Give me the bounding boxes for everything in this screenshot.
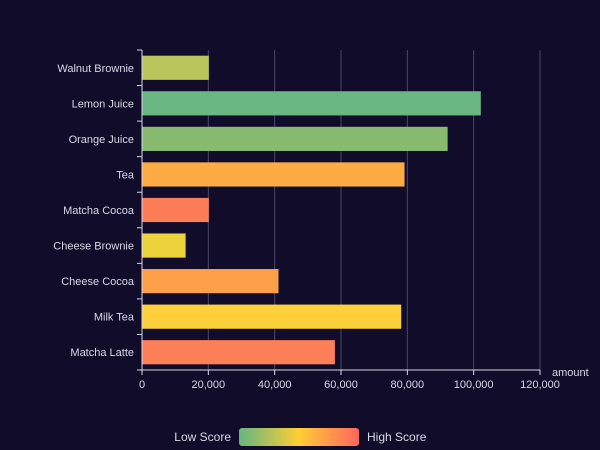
y-category-label: Cheese Brownie (53, 241, 134, 253)
axes: 0 20,000 40,000 60,000 80,000 100,000 120,000 W… (53, 49, 560, 391)
x-tick-label: 0 (139, 379, 145, 391)
bar[interactable] (142, 55, 209, 80)
y-category-label: Tea (116, 169, 135, 181)
legend-gradient-bar[interactable] (239, 428, 359, 446)
y-category-label: Lemon Juice (72, 98, 134, 110)
y-category-label: Milk Tea (94, 312, 135, 324)
legend-low-label: Low Score (174, 430, 231, 444)
bar[interactable] (142, 197, 209, 223)
y-category-label: Cheese Cocoa (61, 276, 135, 288)
y-category-label: Walnut Brownie (57, 63, 134, 75)
y-category-label: Matcha Latte (70, 347, 134, 359)
x-tick-label: 80,000 (391, 379, 425, 391)
x-tick-label: 60,000 (324, 379, 358, 391)
visual-map-legend[interactable]: Low Score High Score (174, 428, 427, 446)
bar[interactable] (142, 126, 448, 151)
x-tick-label: 100,000 (454, 379, 494, 391)
bar[interactable] (142, 304, 402, 329)
bar[interactable] (142, 233, 186, 258)
x-tick-label: 40,000 (258, 379, 292, 391)
bar[interactable] (142, 269, 279, 294)
y-category-label: Matcha Cocoa (63, 205, 135, 217)
y-category-label: Orange Juice (69, 134, 134, 146)
bar[interactable] (142, 162, 405, 187)
x-tick-label: 120,000 (520, 379, 560, 391)
bars (142, 55, 481, 365)
x-tick-label: 20,000 (192, 379, 226, 391)
legend-high-label: High Score (367, 430, 427, 444)
bar[interactable] (142, 340, 335, 365)
x-axis-name: amount (552, 367, 589, 379)
bar[interactable] (142, 91, 481, 116)
